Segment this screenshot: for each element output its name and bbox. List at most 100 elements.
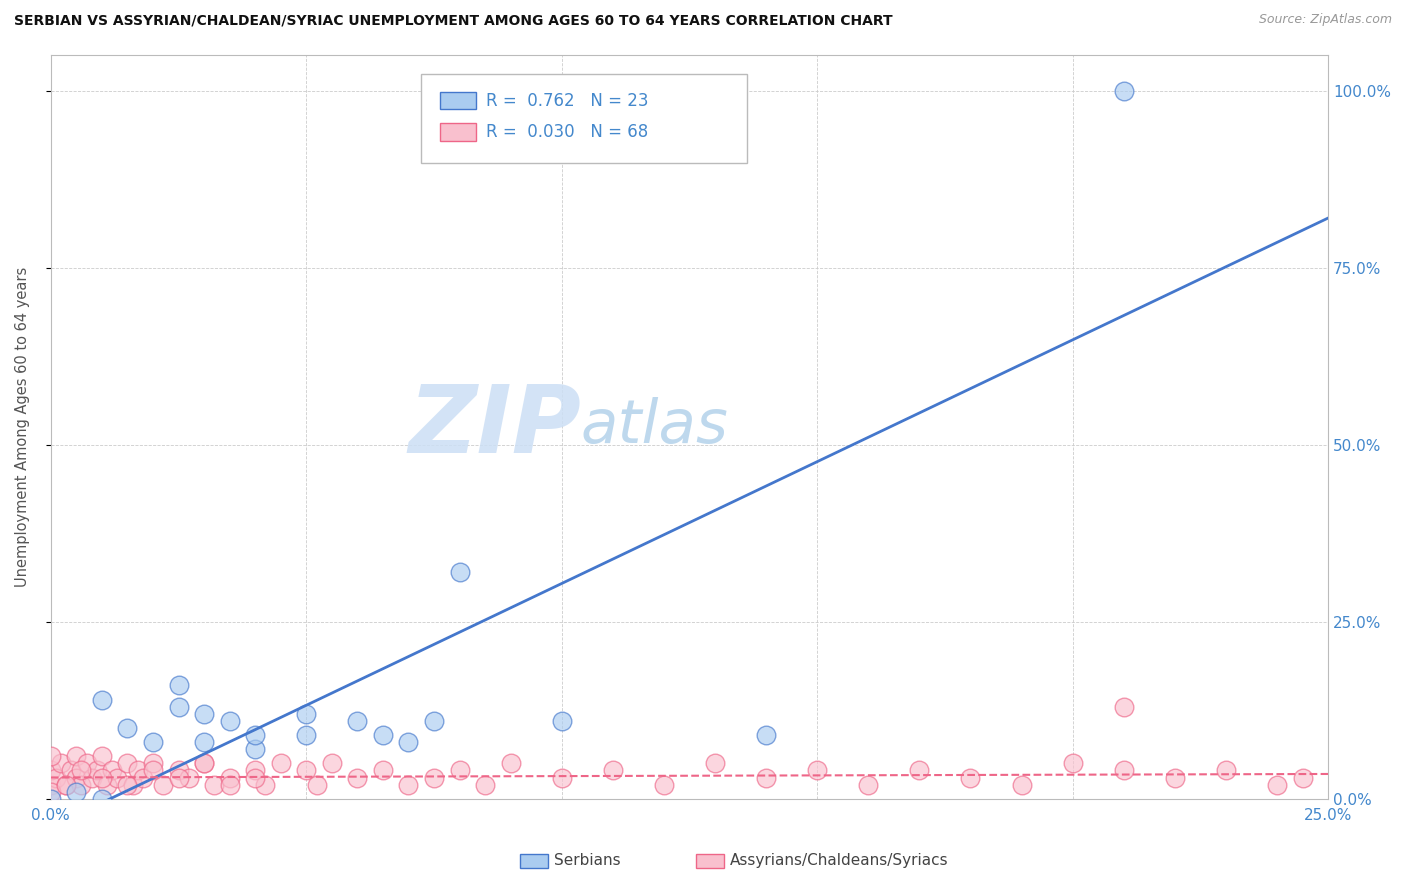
FancyBboxPatch shape [440, 123, 477, 141]
Point [39, 791, 62, 805]
FancyBboxPatch shape [440, 92, 477, 110]
Text: R =  0.762   N = 23: R = 0.762 N = 23 [486, 92, 650, 110]
Point [254, 778, 277, 792]
Point [49, 756, 72, 771]
Point [1112, 764, 1135, 778]
Point [193, 706, 215, 721]
Point [245, 728, 267, 742]
Point [193, 756, 215, 771]
Point [142, 735, 165, 749]
Point [755, 771, 778, 785]
Point [117, 778, 139, 792]
Point [755, 728, 778, 742]
Point [652, 778, 675, 792]
Point [39, 749, 62, 764]
Point [704, 756, 727, 771]
Point [1164, 771, 1187, 785]
Point [142, 764, 165, 778]
Point [806, 764, 828, 778]
Point [218, 771, 240, 785]
Point [1265, 778, 1288, 792]
Point [551, 714, 574, 728]
Point [55, 778, 77, 792]
Point [86, 764, 108, 778]
Point [218, 714, 240, 728]
Point [193, 735, 215, 749]
Point [39, 778, 62, 792]
Text: R =  0.030   N = 68: R = 0.030 N = 68 [486, 123, 648, 141]
Point [1215, 764, 1237, 778]
Point [96, 778, 118, 792]
Point [127, 764, 149, 778]
Point [371, 764, 394, 778]
Point [295, 764, 318, 778]
Point [101, 764, 124, 778]
Point [90, 791, 112, 805]
Point [39, 764, 62, 778]
Point [346, 771, 368, 785]
Point [295, 728, 318, 742]
Point [305, 778, 328, 792]
Point [371, 728, 394, 742]
Y-axis label: Unemployment Among Ages 60 to 64 years: Unemployment Among Ages 60 to 64 years [15, 267, 30, 587]
FancyBboxPatch shape [422, 74, 747, 163]
Text: Source: ZipAtlas.com: Source: ZipAtlas.com [1258, 13, 1392, 27]
Point [449, 764, 471, 778]
Point [117, 756, 139, 771]
Point [167, 699, 190, 714]
Point [80, 771, 103, 785]
Text: Serbians: Serbians [554, 854, 620, 868]
Point [70, 778, 93, 792]
Point [152, 778, 174, 792]
Point [346, 714, 368, 728]
Point [1011, 778, 1033, 792]
Point [245, 771, 267, 785]
Point [167, 764, 190, 778]
Point [70, 764, 93, 778]
Point [121, 778, 143, 792]
Point [65, 785, 87, 799]
Point [602, 764, 624, 778]
Point [45, 771, 67, 785]
Point [55, 778, 77, 792]
Point [474, 778, 496, 792]
Point [449, 565, 471, 579]
Point [1112, 699, 1135, 714]
Point [908, 764, 931, 778]
Point [105, 771, 128, 785]
Point [1062, 756, 1084, 771]
Point [245, 764, 267, 778]
Point [959, 771, 981, 785]
Point [551, 771, 574, 785]
Point [142, 756, 165, 771]
Point [423, 771, 446, 785]
Point [90, 692, 112, 706]
Point [193, 756, 215, 771]
Point [858, 778, 880, 792]
Point [245, 742, 267, 756]
Point [167, 771, 190, 785]
Point [270, 756, 292, 771]
Point [398, 735, 420, 749]
Point [76, 756, 98, 771]
Point [167, 678, 190, 692]
Point [295, 706, 318, 721]
Point [499, 756, 522, 771]
Point [132, 771, 155, 785]
Text: Assyrians/Chaldeans/Syriacs: Assyrians/Chaldeans/Syriacs [730, 854, 948, 868]
Point [1291, 771, 1313, 785]
Text: atlas: atlas [581, 398, 728, 457]
Point [423, 714, 446, 728]
Text: ZIP: ZIP [408, 381, 581, 473]
Point [117, 721, 139, 735]
Point [90, 771, 112, 785]
Point [65, 771, 87, 785]
Text: SERBIAN VS ASSYRIAN/CHALDEAN/SYRIAC UNEMPLOYMENT AMONG AGES 60 TO 64 YEARS CORRE: SERBIAN VS ASSYRIAN/CHALDEAN/SYRIAC UNEM… [14, 13, 893, 28]
Point [202, 778, 225, 792]
Point [65, 749, 87, 764]
Point [398, 778, 420, 792]
Point [60, 764, 83, 778]
Point [177, 771, 200, 785]
Point [90, 749, 112, 764]
Point [218, 778, 240, 792]
